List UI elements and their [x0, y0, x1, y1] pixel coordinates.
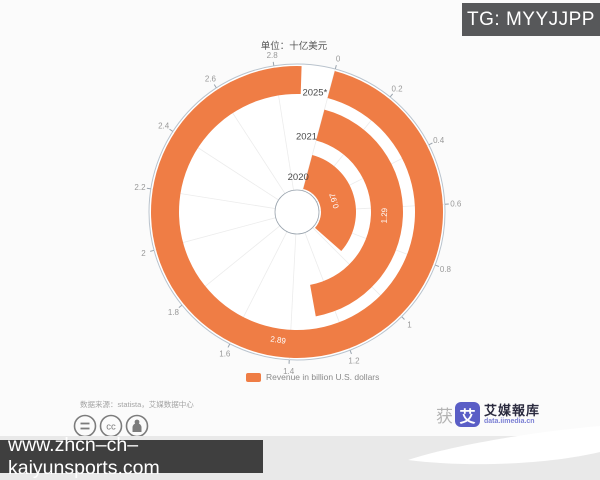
bar-2021	[310, 109, 404, 317]
iimedia-logo: 获 艾 艾媒報库 data.iimedia.cn	[436, 402, 540, 427]
footer-swoosh-decoration	[408, 426, 600, 465]
bar-value-label: 1.29	[380, 207, 390, 223]
data-source-text: 数据来源：statista，艾媒数据中心	[80, 400, 194, 409]
angle-tick-label: 2.2	[134, 183, 146, 192]
axis-tick	[150, 249, 155, 252]
chart-unit-label: 单位：十亿美元	[0, 38, 594, 52]
bar-value-label: 2.89	[270, 335, 287, 346]
axis-tick	[169, 128, 174, 132]
angle-tick-label: 0.2	[391, 84, 403, 93]
axis-tick	[227, 343, 231, 348]
axis-tick	[178, 304, 183, 309]
watermark-character: 获	[436, 407, 453, 426]
angle-tick-label: 0.6	[450, 200, 462, 209]
telegram-watermark-text: TG: MYYJJPP	[467, 8, 595, 30]
svg-text:cc: cc	[106, 422, 116, 433]
angle-tick-label: 1.4	[283, 367, 295, 376]
iimedia-logo-site: data.iimedia.cn	[484, 417, 535, 425]
bar-value-label: 0.97	[328, 191, 341, 209]
category-label-2025*: 2025*	[302, 87, 327, 98]
axis-tick	[389, 93, 394, 98]
center-hole	[274, 189, 320, 235]
angle-tick-label: 1.8	[168, 308, 180, 317]
iimedia-logo-text-block: 艾媒報库 data.iimedia.cn	[484, 404, 540, 425]
axis-tick	[272, 61, 275, 66]
angle-tick-label: 2	[141, 249, 146, 258]
category-label-2020: 2020	[288, 172, 309, 183]
chart-legend: Revenue in billion U.S. dollars	[246, 372, 379, 382]
angle-tick-label: 0.8	[440, 265, 452, 274]
angle-tick-label: 1.2	[348, 356, 360, 365]
axis-tick	[401, 316, 405, 320]
iimedia-logo-icon: 艾	[455, 402, 480, 427]
website-watermark-bar: www.zhcn–ch–kaiyunsports.com	[0, 434, 263, 479]
angle-tick-label: 1	[407, 320, 412, 329]
angle-tick-label: 2.6	[205, 75, 217, 84]
axis-tick	[334, 65, 337, 70]
angle-tick-label: 0.4	[433, 136, 445, 145]
axis-tick	[434, 264, 440, 267]
axis-tick	[349, 349, 352, 355]
axis-tick	[213, 84, 217, 89]
angle-tick-label: 2.8	[267, 51, 279, 60]
angle-tick-label: 0	[336, 54, 341, 63]
website-watermark-url: www.zhcn–ch–kaiyunsports.com	[8, 433, 160, 479]
legend-label: Revenue in billion U.S. dollars	[266, 372, 380, 382]
telegram-watermark-badge: TG: MYYJJPP	[462, 3, 600, 36]
angle-tick-label: 2.4	[158, 121, 170, 130]
bar-2020	[303, 155, 356, 252]
category-label-2021: 2021	[296, 132, 317, 143]
legend-swatch	[246, 372, 261, 382]
angle-tick-label: 1.6	[219, 350, 231, 359]
axis-tick	[146, 187, 151, 190]
revenue-radial-chart: 0 0.2 0.4 0.6 0.8 1 1.2 1.4 1.6 1.8 2 2.2 2.4 2.6 2.8 0…	[134, 51, 462, 376]
iimedia-logo-name: 艾媒報库	[484, 403, 541, 418]
chart-unit-label-text: 单位：十亿美元	[260, 41, 328, 52]
axis-tick	[428, 142, 433, 146]
